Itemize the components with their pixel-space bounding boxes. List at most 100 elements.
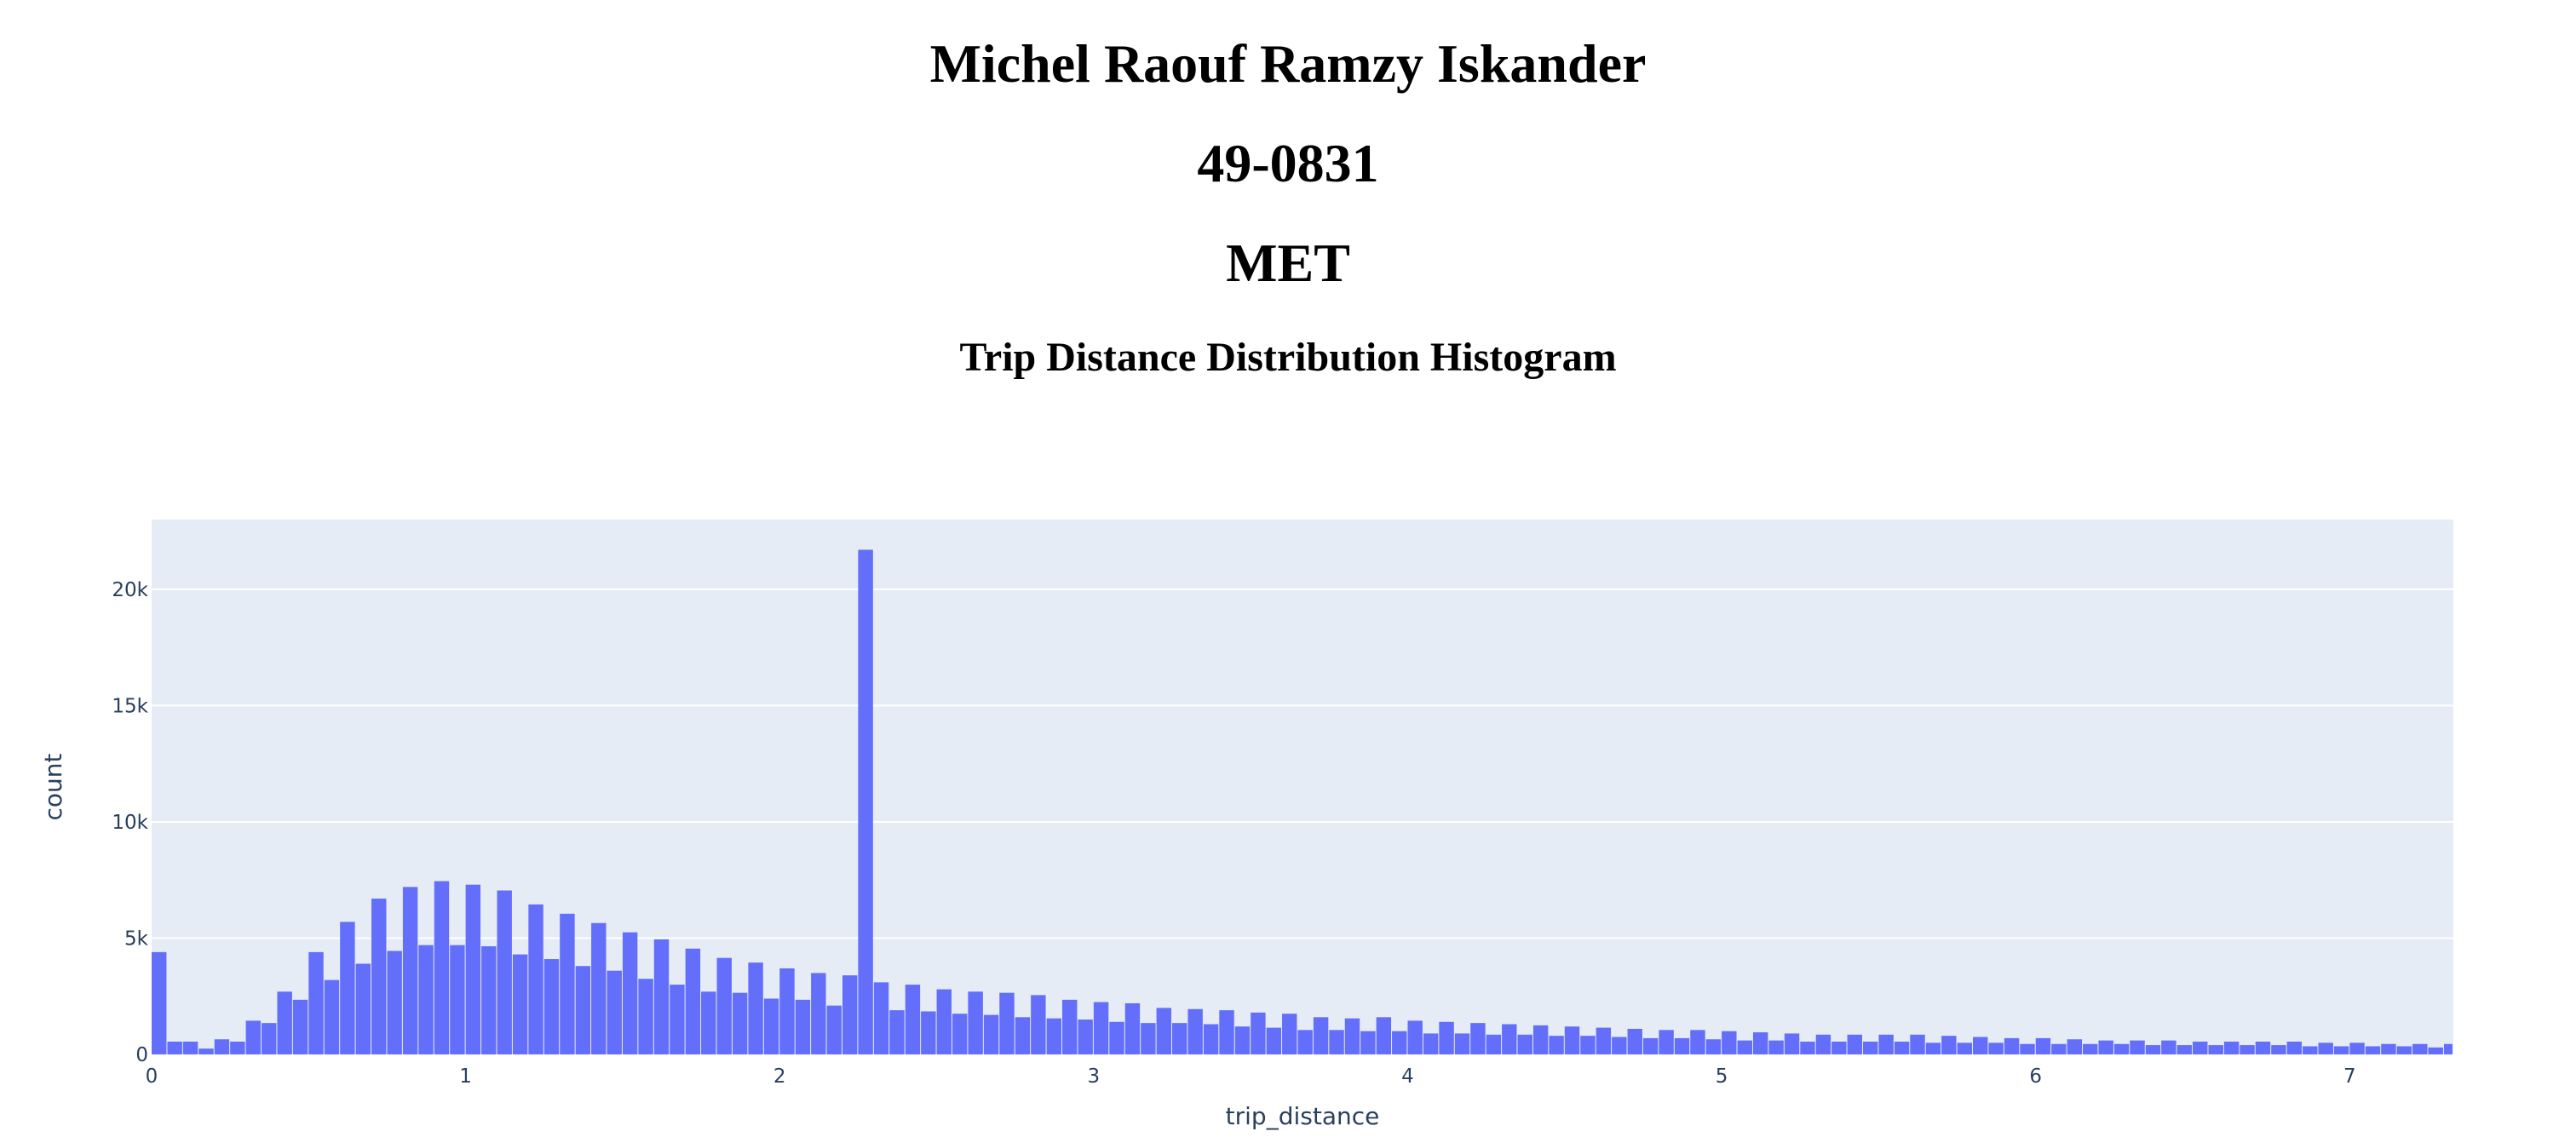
histogram-bar — [952, 1014, 968, 1054]
histogram-bar — [1470, 1023, 1486, 1054]
histogram-bar — [1642, 1037, 1659, 1054]
histogram-bar — [324, 979, 340, 1054]
histogram-bar — [512, 954, 528, 1054]
histogram-bar — [936, 989, 952, 1054]
histogram-bar — [2083, 1043, 2098, 1054]
histogram-bar — [152, 951, 167, 1054]
histogram-bar — [2318, 1042, 2333, 1054]
histogram-bar — [779, 968, 795, 1054]
histogram-bar — [1549, 1036, 1564, 1054]
histogram-bar — [905, 985, 921, 1054]
histogram-bar — [2208, 1045, 2223, 1054]
histogram-bar — [1580, 1036, 1596, 1054]
histogram-bar — [1957, 1042, 1973, 1054]
histogram-bar — [1564, 1026, 1580, 1054]
histogram-bar — [1313, 1017, 1329, 1054]
histogram-bar — [1690, 1030, 1705, 1054]
histogram-bar — [450, 945, 465, 1054]
histogram-bar — [1329, 1030, 1344, 1054]
histogram-bar — [1973, 1037, 1988, 1054]
histogram-bar — [1392, 1031, 1407, 1054]
histogram-bar — [1282, 1014, 1297, 1054]
histogram-bar — [670, 985, 685, 1054]
histogram-bar — [1093, 1002, 1109, 1054]
histogram-bar — [1831, 1041, 1847, 1054]
histogram-bar — [1674, 1037, 1690, 1054]
histogram-bar — [230, 1041, 245, 1054]
histogram-bar — [481, 946, 497, 1054]
y-tick-label: 10k — [112, 812, 148, 834]
histogram-bar — [1423, 1033, 1439, 1054]
histogram-bar — [1141, 1023, 1156, 1054]
histogram-bar — [622, 932, 638, 1054]
histogram-bar — [1596, 1027, 1612, 1054]
histogram-bar — [716, 957, 732, 1054]
histogram-bar — [371, 899, 387, 1054]
histogram-bar — [1376, 1017, 1392, 1054]
histogram-bar — [1784, 1033, 1800, 1054]
histogram-bar — [1407, 1020, 1423, 1054]
histogram-bar — [2004, 1037, 2020, 1054]
histogram-bar — [1156, 1008, 1172, 1054]
histogram-bar — [842, 975, 858, 1054]
histogram-bar — [1737, 1040, 1752, 1054]
histogram-bar — [2303, 1046, 2318, 1054]
histogram-bar — [1752, 1032, 1768, 1054]
histogram-bar — [308, 951, 324, 1054]
histogram-bar — [1532, 1025, 1549, 1054]
x-tick-label: 0 — [146, 1065, 158, 1088]
histogram-bar — [292, 999, 308, 1054]
y-tick-label: 15k — [112, 695, 148, 717]
histogram-bar — [921, 1011, 936, 1054]
histogram-bar — [418, 945, 434, 1054]
x-tick-label: 3 — [1088, 1065, 1101, 1088]
histogram-bar — [701, 991, 716, 1054]
histogram-bar — [2223, 1041, 2240, 1054]
histogram-bar — [638, 979, 653, 1054]
y-axis-ticks: 0 5k 10k 15k 20k — [112, 579, 148, 1066]
x-axis-title: trip_distance — [1226, 1102, 1380, 1130]
histogram-bar — [2035, 1037, 2051, 1054]
histogram-bar — [1925, 1042, 1941, 1054]
histogram-bar — [1172, 1023, 1187, 1054]
histogram-bar — [277, 991, 292, 1054]
histogram-bar — [1910, 1034, 1925, 1054]
histogram-bar — [2349, 1042, 2365, 1054]
histogram-bar — [2271, 1045, 2286, 1054]
histogram-bar — [732, 992, 748, 1054]
histogram-bar — [1612, 1037, 1627, 1054]
histogram-bar — [968, 991, 983, 1054]
histogram-bar — [1941, 1036, 1957, 1054]
histogram-bar — [543, 959, 560, 1054]
histogram-bar — [575, 966, 591, 1054]
histogram-bar — [182, 1041, 198, 1054]
histogram-bar — [2130, 1040, 2145, 1054]
histogram-bar — [858, 549, 873, 1054]
histogram-bar — [465, 884, 481, 1054]
histogram-bar — [2161, 1040, 2176, 1054]
histogram-bar — [1705, 1039, 1722, 1054]
histogram-bar — [1847, 1034, 1862, 1054]
histogram-bar — [262, 1023, 277, 1054]
histogram-bar — [1800, 1041, 1815, 1054]
x-tick-label: 1 — [459, 1065, 472, 1088]
histogram-bar — [2428, 1047, 2443, 1054]
y-tick-label: 20k — [112, 579, 148, 601]
histogram-bar — [1046, 1018, 1062, 1054]
x-tick-label: 6 — [2029, 1065, 2042, 1088]
histogram-bar — [167, 1041, 182, 1054]
chart-title: Trip Distance Distribution Histogram — [959, 335, 1617, 380]
histogram-bar — [811, 973, 826, 1054]
histogram-bar — [653, 939, 670, 1054]
histogram-bar — [1078, 1020, 1093, 1054]
histogram-bar — [1988, 1042, 2004, 1054]
histogram-bar — [795, 999, 811, 1054]
histogram-bar — [2365, 1046, 2381, 1054]
histogram-bar — [1266, 1027, 1282, 1054]
histogram-bar — [1109, 1021, 1124, 1054]
histogram-bar — [1297, 1030, 1313, 1054]
histogram-bar — [1878, 1034, 1894, 1054]
histogram-bar — [434, 881, 450, 1054]
histogram-bar — [2113, 1043, 2130, 1054]
